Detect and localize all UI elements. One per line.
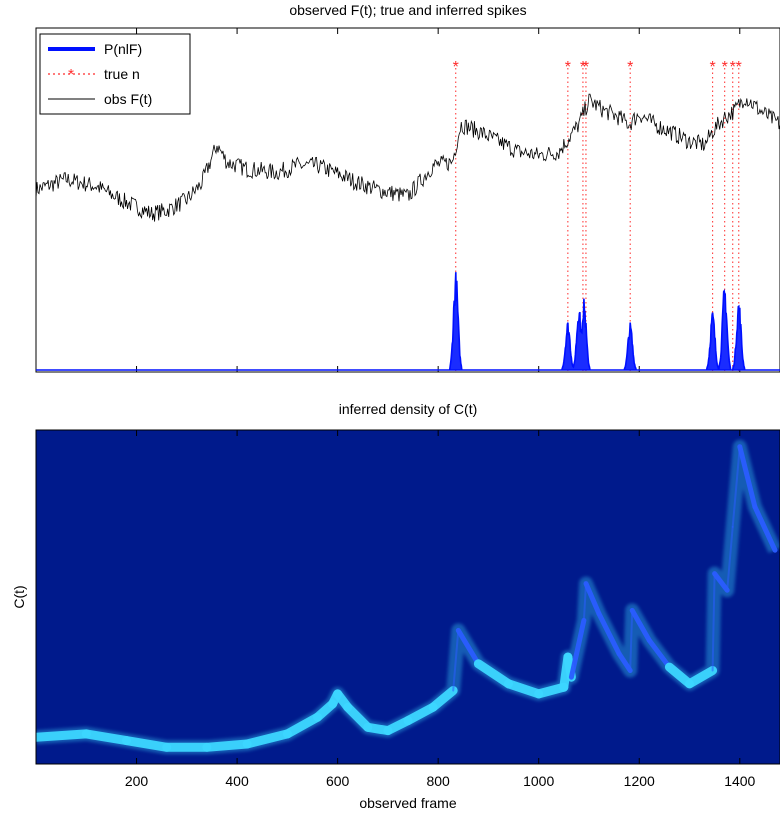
- true-spike-marker: *: [736, 59, 742, 76]
- heatmap-ridge-segment: [122, 736, 172, 752]
- heatmap-ridge-segment: [629, 609, 634, 672]
- y-axis-label: C(t): [11, 585, 27, 608]
- true-spike-markers: * * ** * * * * *: [453, 59, 742, 76]
- heatmap-ridge-segment: [582, 582, 587, 622]
- series-line-obs-f: [35, 93, 780, 222]
- heatmap-ridge-segment: [737, 444, 758, 510]
- x-tick-label: 200: [125, 773, 149, 789]
- heatmap-ridge-segment: [685, 666, 718, 689]
- true-spike-marker: *: [580, 59, 586, 76]
- x-axis-tick-labels: 200 400 600 800 1000 1200 1400: [125, 773, 756, 789]
- legend-label-true-n: true n: [104, 66, 140, 82]
- heatmap-ridge-segment: [343, 702, 373, 732]
- x-tick-label: 600: [326, 773, 350, 789]
- heatmap-ridge-segment: [731, 445, 741, 528]
- legend-label-posterior: P(nlF): [104, 41, 142, 57]
- true-spike-marker: *: [730, 59, 736, 76]
- x-axis-label: observed frame: [359, 795, 456, 811]
- true-spike-marker: *: [453, 59, 459, 76]
- legend: P(nlF) * true n obs F(t): [39, 33, 191, 115]
- bottom-panel-ticks: [136, 430, 741, 764]
- heatmap-ridge-segment: [428, 686, 458, 712]
- top-panel-title: observed F(t); true and inferred spikes: [289, 2, 526, 18]
- heatmap-ridge: [36, 444, 778, 752]
- heatmap-ridge-segment: [403, 702, 438, 726]
- heatmap-ridge-segment: [202, 739, 252, 752]
- heatmap-ridge-segment: [455, 627, 481, 667]
- heatmap-ridge-segment: [596, 611, 622, 657]
- x-tick-label: 400: [225, 773, 249, 789]
- asterisk-icon: *: [68, 66, 74, 83]
- true-spike-marker: *: [722, 59, 728, 76]
- heatmap-ridge-segment: [616, 651, 633, 673]
- true-spike-marker: *: [565, 59, 571, 76]
- heatmap-ridge-segment: [583, 581, 602, 617]
- heatmap-ridge-segment: [36, 729, 91, 742]
- heatmap-ridge-segment: [568, 617, 587, 680]
- true-spike-marker: *: [627, 59, 633, 76]
- heatmap-ridge-segment: [473, 659, 513, 689]
- heatmap-ridge-segment: [242, 729, 292, 749]
- heatmap-ridge-segment: [752, 504, 778, 553]
- true-spike-marker: *: [583, 59, 589, 76]
- heatmap-ridge-segment: [452, 629, 460, 692]
- x-tick-label: 800: [426, 773, 450, 789]
- series-line-posterior: [36, 272, 780, 371]
- heatmap-ridge-segment: [712, 571, 730, 593]
- heatmap-ridge-segment: [629, 607, 652, 643]
- heatmap-ridge-segment: [81, 729, 131, 746]
- heatmap-ridge-segment: [711, 572, 716, 672]
- heatmap-ridge-segment: [282, 712, 322, 739]
- heatmap-ridge-segment: [504, 679, 544, 699]
- bottom-panel-frame: [35, 429, 780, 765]
- x-tick-label: 1000: [523, 773, 554, 789]
- x-tick-label: 1400: [724, 773, 755, 789]
- heatmap-ridge-segment: [726, 525, 734, 592]
- x-tick-label: 1200: [624, 773, 655, 789]
- bottom-panel-title: inferred density of C(t): [339, 401, 478, 417]
- true-spike-marker: *: [710, 59, 716, 76]
- heatmap-ridge-segment: [646, 637, 672, 670]
- legend-label-obs-f: obs F(t): [104, 91, 152, 107]
- heatmap-background: [36, 430, 780, 764]
